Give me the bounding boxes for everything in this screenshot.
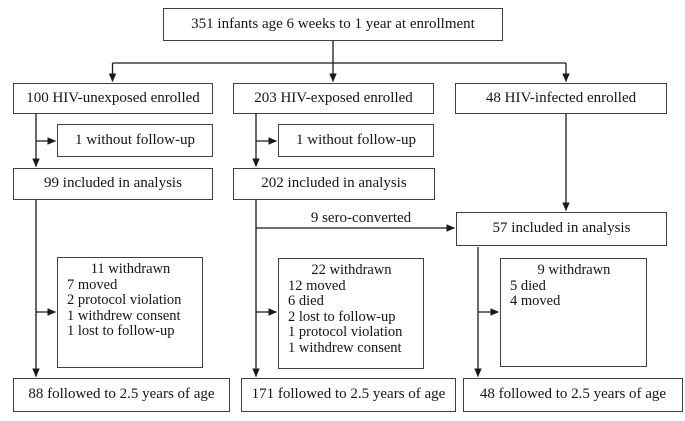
box-exposed-withdrawn: 22 withdrawn 12 moved 6 died 2 lost to fol… xyxy=(278,258,424,369)
box-exposed-analysis: 202 included in analysis xyxy=(233,168,435,200)
box-exposed-enrolled-text: 203 HIV-exposed enrolled xyxy=(254,89,413,106)
withdrawn-reason-line: 12 moved xyxy=(288,277,346,294)
box-unexposed-analysis-text: 99 included in analysis xyxy=(44,175,182,192)
box-exposed-no-followup: 1 without follow-up xyxy=(278,124,434,157)
withdrawn-reasons: 5 died 4 moved xyxy=(510,277,638,310)
box-infected-withdrawn: 9 withdrawn 5 died 4 moved xyxy=(500,258,647,367)
box-exposed-enrolled: 203 HIV-exposed enrolled xyxy=(233,83,434,114)
withdrawn-reason-line: 1 withdrew consent xyxy=(288,339,402,356)
box-total-enrollment-text: 351 infants age 6 weeks to 1 year at enr… xyxy=(191,15,475,32)
sero-converted-label: 9 sero-converted xyxy=(310,210,412,226)
withdrawn-title: 9 withdrawn xyxy=(537,262,611,278)
withdrawn-reason-line: 7 moved xyxy=(67,276,118,293)
box-unexposed-no-followup: 1 without follow-up xyxy=(57,124,213,157)
box-unexposed-enrolled: 100 HIV-unexposed enrolled xyxy=(13,83,213,114)
box-unexposed-followed-text: 88 followed to 2.5 years of age xyxy=(28,386,215,403)
withdrawn-reason-line: 4 moved xyxy=(510,293,561,309)
box-infected-followed: 48 followed to 2.5 years of age xyxy=(463,378,683,412)
box-unexposed-enrolled-text: 100 HIV-unexposed enrolled xyxy=(26,89,200,106)
box-unexposed-analysis: 99 included in analysis xyxy=(13,168,213,200)
box-unexposed-no-followup-text: 1 without follow-up xyxy=(75,131,195,148)
withdrawn-reason-line: 1 lost to follow-up xyxy=(67,323,175,339)
box-exposed-no-followup-text: 1 without follow-up xyxy=(296,131,416,148)
withdrawn-reason-line: 5 died xyxy=(510,277,546,294)
box-infected-analysis: 57 included in analysis xyxy=(456,212,667,246)
withdrawn-reasons: 12 moved 6 died 2 lost to follow-up 1 proto… xyxy=(288,277,415,357)
box-infected-enrolled: 48 HIV-infected enrolled xyxy=(455,83,667,114)
box-infected-enrolled-text: 48 HIV-infected enrolled xyxy=(485,89,637,106)
withdrawn-title: 11 withdrawn xyxy=(90,261,171,277)
withdrawn-title: 22 withdrawn xyxy=(311,262,392,278)
withdrawn-reason-line: 2 protocol violation xyxy=(67,292,182,308)
box-exposed-followed-text: 171 followed to 2.5 years of age xyxy=(251,386,446,403)
box-unexposed-followed: 88 followed to 2.5 years of age xyxy=(13,378,230,412)
withdrawn-reason-line: 1 withdrew consent xyxy=(67,307,181,324)
withdrawn-reason-line: 1 protocol violation xyxy=(288,324,403,340)
box-exposed-followed: 171 followed to 2.5 years of age xyxy=(241,378,456,412)
box-infected-analysis-text: 57 included in analysis xyxy=(492,220,631,237)
withdrawn-reasons: 7 moved 2 protocol violation 1 withdrew co… xyxy=(67,276,194,340)
box-exposed-analysis-text: 202 included in analysis xyxy=(261,175,407,192)
box-infected-followed-text: 48 followed to 2.5 years of age xyxy=(479,386,667,403)
withdrawn-reason-line: 6 died xyxy=(288,293,324,309)
withdrawn-reason-line: 2 lost to follow-up xyxy=(288,308,396,325)
box-total-enrollment: 351 infants age 6 weeks to 1 year at enr… xyxy=(163,8,503,41)
box-unexposed-withdrawn: 11 withdrawn 7 moved 2 protocol violation… xyxy=(57,257,203,368)
